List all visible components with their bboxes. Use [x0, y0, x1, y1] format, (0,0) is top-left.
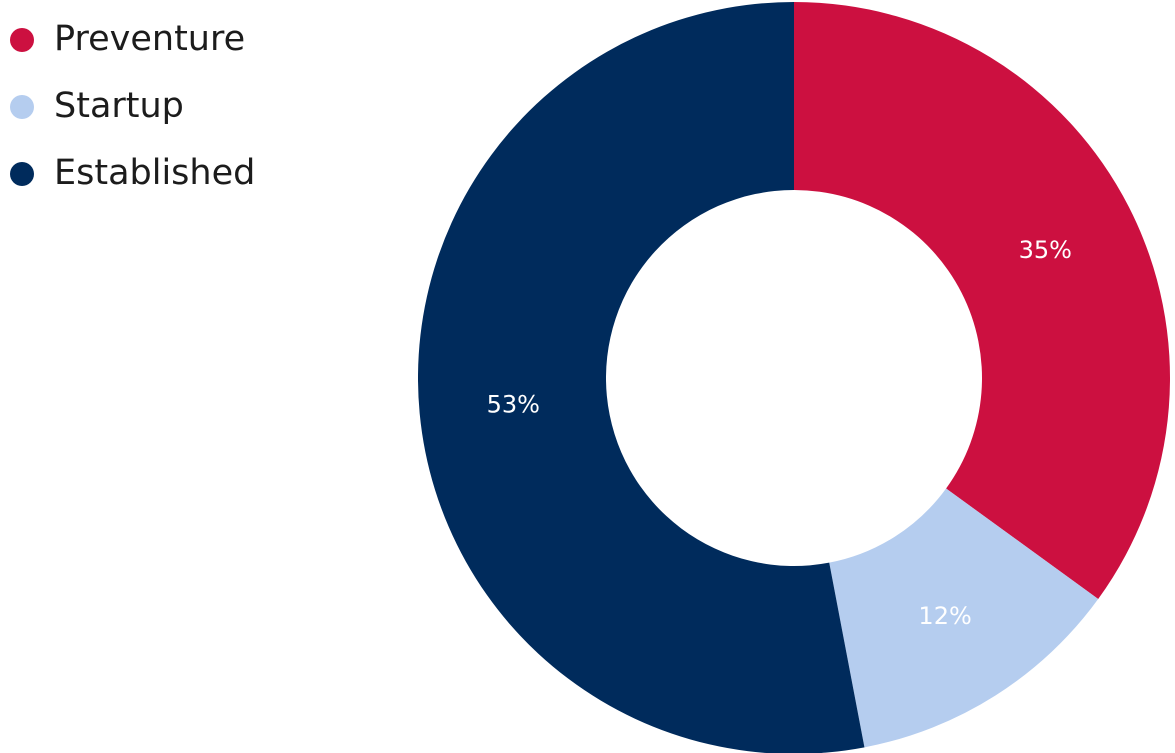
slice-label-established: 53%	[487, 391, 540, 419]
slice-label-preventure: 35%	[1019, 236, 1072, 264]
slice-label-startup: 12%	[918, 602, 971, 630]
legend-item-established: Established	[10, 140, 255, 207]
legend-label-established: Established	[54, 153, 256, 193]
legend-item-startup: Startup	[10, 73, 255, 140]
legend: Preventure Startup Established	[10, 6, 255, 207]
slice-startup	[829, 488, 1099, 748]
slice-preventure	[794, 2, 1170, 600]
legend-label-startup: Startup	[54, 86, 184, 126]
legend-label-preventure: Preventure	[54, 19, 246, 59]
slice-established	[418, 2, 865, 753]
legend-marker-established-icon	[10, 161, 34, 186]
legend-marker-startup-icon	[10, 94, 34, 119]
legend-item-preventure: Preventure	[10, 6, 255, 73]
legend-marker-preventure-icon	[10, 27, 34, 52]
